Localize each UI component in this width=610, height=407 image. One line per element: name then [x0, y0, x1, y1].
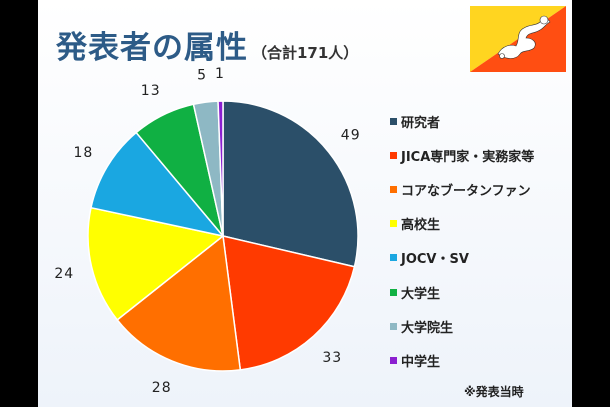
legend-swatch	[390, 151, 397, 159]
pie-slice-7	[217, 100, 224, 237]
data-label-7: 1	[215, 66, 225, 82]
pie-slice-2	[116, 234, 242, 372]
pie-slice-3	[87, 206, 225, 321]
legend-item: JICA専門家・実務家等	[390, 138, 534, 172]
pie-slice-4	[90, 131, 225, 238]
bhutan-flag-icon	[470, 6, 566, 72]
pie-slices	[87, 100, 359, 372]
slide-title: 発表者の属性 （合計171人）	[56, 22, 358, 67]
legend-label: 研究者	[401, 115, 441, 131]
data-label-3: 24	[54, 266, 74, 282]
legend-swatch	[390, 254, 397, 262]
legend-item: 高校生	[390, 207, 534, 241]
legend-swatch	[390, 220, 397, 228]
legend-item: 研究者	[390, 104, 534, 138]
legend-swatch	[390, 117, 397, 125]
legend-label: 高校生	[401, 218, 441, 234]
legend-label: 大学生	[401, 286, 441, 302]
data-label-0: 49	[341, 128, 361, 144]
legend-label: 中学生	[401, 354, 441, 370]
legend-label: JICA専門家・実務家等	[401, 149, 535, 165]
data-label-6: 5	[197, 67, 207, 83]
legend-item: 大学生	[390, 275, 534, 309]
title-text: 発表者の属性	[56, 30, 248, 66]
data-label-4: 18	[73, 145, 93, 161]
pie-slice-1	[222, 235, 356, 371]
data-label-2: 28	[152, 380, 172, 396]
data-label-5: 13	[141, 83, 161, 99]
legend-swatch	[390, 356, 397, 364]
legend-label: 大学院生	[401, 320, 454, 336]
legend-swatch	[390, 185, 397, 193]
pie-chart: 49 33 28 24 18 13 5 1	[54, 66, 361, 396]
data-label-1: 33	[322, 350, 342, 366]
slide: 発表者の属性 （合計171人） 49 33 28 24 18 13 5 1 研究者 JICA専門家…	[38, 0, 572, 407]
legend-item: 大学院生	[390, 309, 534, 343]
legend-swatch	[390, 322, 397, 330]
pie-data-labels: 49 33 28 24 18 13 5 1	[54, 66, 361, 396]
legend-item: 中学生	[390, 343, 534, 377]
footnote: ※発表当時	[464, 385, 524, 399]
legend-label: JOCV・SV	[401, 252, 469, 268]
chart-legend: 研究者 JICA専門家・実務家等 コアなブータンファン 高校生 JOCV・SV 大学生大学…	[390, 104, 534, 378]
pie-slice-0	[222, 100, 359, 268]
legend-label: コアなブータンファン	[401, 183, 531, 199]
legend-item: コアなブータンファン	[390, 172, 534, 206]
legend-item: JOCV・SV	[390, 241, 534, 275]
slide-subtitle: （合計171人）	[252, 44, 359, 62]
legend-swatch	[390, 288, 397, 296]
